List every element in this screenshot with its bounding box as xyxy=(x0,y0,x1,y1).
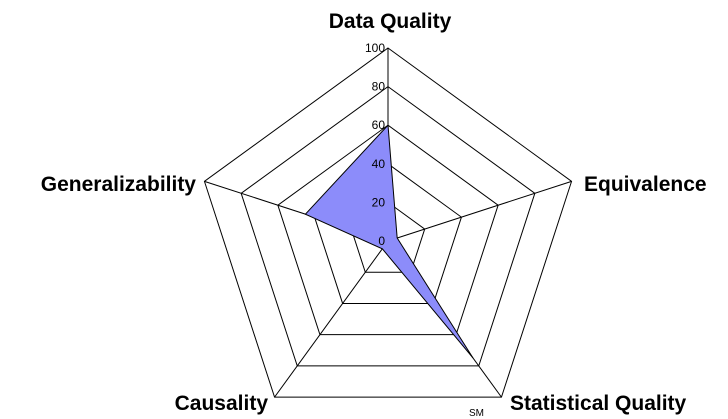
tick-label-60: 60 xyxy=(372,118,386,132)
grid-ring-100 xyxy=(203,47,573,398)
tick-label-40: 40 xyxy=(372,157,386,171)
spoke-2 xyxy=(387,180,572,242)
axis-label-causality: Causality xyxy=(175,392,269,415)
series-layer xyxy=(304,124,474,359)
axis-label-statistical-quality: Statistical Quality xyxy=(510,392,687,415)
tick-label-0: 0 xyxy=(378,234,385,248)
axis-label-generalizability: Generalizability xyxy=(41,173,197,196)
grid-ring-60 xyxy=(277,124,499,336)
author-mark: SM xyxy=(469,408,484,419)
axis-label-data-quality: Data Quality xyxy=(329,10,452,33)
tick-label-20: 20 xyxy=(372,195,386,209)
axis-labels: Data Quality Equivalence Statistical Qua… xyxy=(41,10,707,415)
spoke-4 xyxy=(274,240,389,398)
tick-label-80: 80 xyxy=(372,80,386,94)
grid-ring-80 xyxy=(240,85,536,367)
tick-label-100: 100 xyxy=(365,41,385,55)
tick-labels: 0 20 40 60 80 100 xyxy=(365,41,385,248)
axis-label-equivalence: Equivalence xyxy=(584,173,707,196)
series-area-1 xyxy=(304,124,474,359)
